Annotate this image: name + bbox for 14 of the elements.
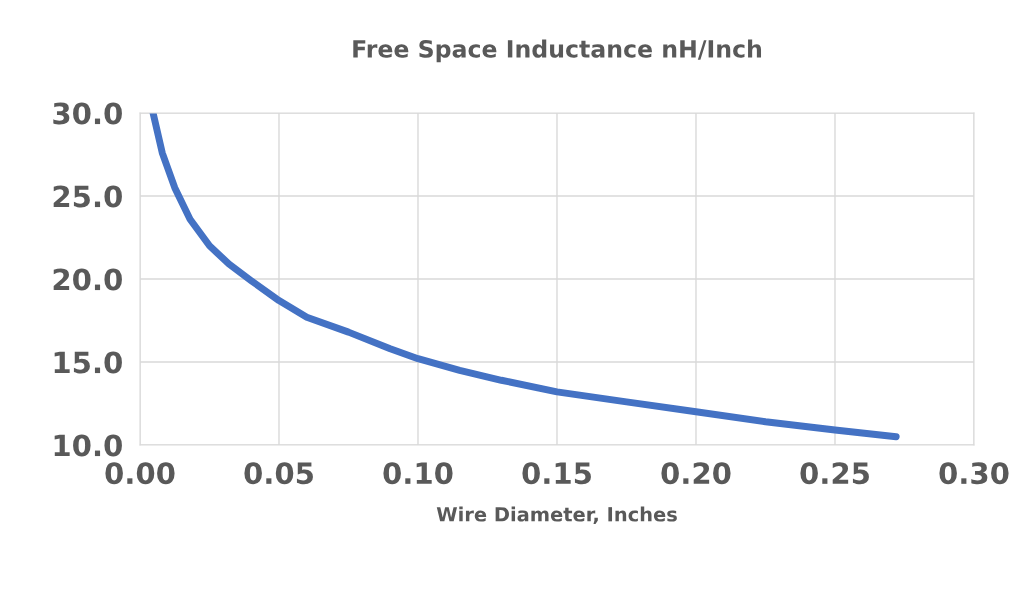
x-tick-label: 0.30 [939,462,1009,485]
x-tick-label: 0.10 [383,462,453,485]
x-tick-label: 0.15 [522,462,591,485]
x-tick-label: 0.05 [244,462,313,485]
y-tick-label: 25.0 [53,185,122,208]
y-tick-label: 10.0 [54,434,122,457]
x-tick-label: 0.20 [661,462,731,485]
y-tick-label: 30.0 [53,102,122,125]
y-tick-label: 15.0 [54,351,122,374]
chart-title: Free Space Inductance nH/Inch [353,39,762,63]
x-tick-label: 0.25 [800,462,869,485]
x-axis-title: Wire Diameter, Inches [436,506,677,525]
y-tick-label: 20.0 [53,268,122,291]
x-tick-label: 0.00 [105,462,175,485]
